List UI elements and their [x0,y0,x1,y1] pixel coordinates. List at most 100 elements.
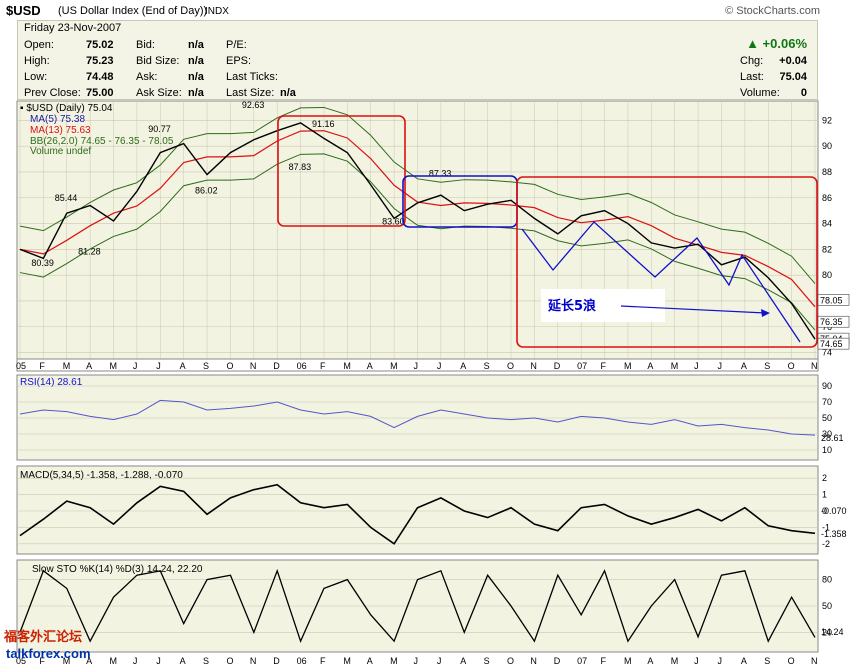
right-label-text: 74.65 [820,339,843,349]
right-label-box [817,294,850,306]
x-tick-label: A [741,656,747,666]
eps-label: EPS: [226,55,252,67]
legend-volume: Volume undef [30,146,91,157]
x-tick-label: O [226,656,233,666]
x-tick-label: J [694,361,699,371]
x-tick-label: M [110,361,118,371]
exchange: INDX [205,6,229,17]
price-annotation: 80.39 [31,258,54,268]
macd-value: -1.358 [821,529,847,539]
x-tick-label: J [717,656,722,666]
bb-lower [19,153,816,331]
sub-tick-label: 0 [822,506,827,516]
price-annotation: 87.33 [429,169,452,179]
x-tick-label: N [530,361,537,371]
bid-size-label: Bid Size: [136,55,180,67]
x-axis-bottom-labels: 05 F M A M J J A S O N D 06 F M A M J J A S O N D 07 F M A M J J A S O N [16,656,818,666]
macd-hist-value: -0.070 [821,506,847,516]
x-axis-top-labels: 05 F M A M J J A S O N D 06 F M A M J J A S O N D 07 F M A M J J A S O N [16,361,818,371]
annotation-arrow [620,305,766,314]
price-tick-label: 90 [822,141,832,151]
x-tick-label: 05 [16,656,26,666]
x-tick-label: A [180,656,186,666]
x-tick-label: A [180,361,186,371]
x-tick-label: J [717,361,722,371]
x-tick-label: 06 [297,361,307,371]
price-line [19,122,816,340]
x-tick-label: M [110,656,118,666]
x-tick-label: M [63,361,71,371]
x-tick-label: J [156,361,161,371]
price-tick-label: 74 [822,348,832,358]
x-tick-label: O [507,361,514,371]
rsi-current: 28.61 [821,433,844,443]
x-tick-label: J [437,361,442,371]
x-tick-label: M [624,361,632,371]
right-label-text: 76.35 [820,317,843,327]
x-tick-label: M [624,656,632,666]
x-tick-label: A [741,361,747,371]
x-tick-label: D [273,361,280,371]
price-tick-label: 88 [822,167,832,177]
x-tick-label: D [554,656,561,666]
x-tick-label: F [320,656,326,666]
sub-tick-label: 70 [822,397,832,407]
ask-size-value: n/a [188,87,204,99]
source-credit: © StockCharts.com [725,5,820,17]
sto-value: 14.24 [821,627,844,637]
x-tick-label: N [250,656,257,666]
x-tick-label: D [273,656,280,666]
x-tick-label: M [390,656,398,666]
x-tick-label: J [414,656,419,666]
bollinger-bands [19,106,816,331]
x-tick-label: M [343,361,351,371]
x-tick-label: A [86,656,92,666]
legend-ma13: MA(13) 75.63 [30,125,91,136]
x-tick-label: F [39,361,45,371]
x-tick-label: O [788,656,795,666]
sub-tick-label: 2 [822,473,827,483]
price-tick-label: 86 [822,193,832,203]
x-tick-label: F [39,656,45,666]
x-tick-label: O [226,361,233,371]
x-tick-label: F [601,361,607,371]
sto-title: Slow STO %K(14) %D(3) 14.24, 22.20 [32,564,203,575]
x-tick-label: 05 [16,361,26,371]
x-tick-label: O [507,656,514,666]
x-tick-label: J [437,656,442,666]
wave5-box [516,176,818,348]
x-tick-label: A [460,361,466,371]
x-tick-label: A [367,361,373,371]
bid-label: Bid: [136,39,155,51]
annotation-bg [541,289,665,322]
annotation-text: 延长5浪 [547,298,596,314]
right-label-box [817,315,850,328]
rsi-line [19,399,816,436]
price-annotation: 91.16 [312,119,335,129]
ma13-line [19,130,816,308]
x-tick-label: A [647,361,653,371]
open-value: 75.02 [86,39,114,51]
last-size-value: n/a [280,87,296,99]
x-tick-label: A [86,361,92,371]
volume-label: Volume: [740,87,780,99]
ask-label: Ask: [136,71,158,83]
x-tick-label: J [694,656,699,666]
sub-tick-label: 10 [822,445,832,455]
x-tick-label: M [390,361,398,371]
x-tick-label: J [156,656,161,666]
x-tick-label: M [671,656,679,666]
x-tick-label: 07 [577,361,587,371]
last-value: 75.04 [779,71,807,83]
sub-tick-label: 50 [822,413,832,423]
price-annotation: 92.63 [242,100,265,110]
ask-value: n/a [188,71,204,83]
sub-tick-label: 20 [822,627,832,637]
macd-panel [16,465,819,555]
elliott-wave-line [521,221,801,343]
sub-tick-label: 90 [822,381,832,391]
price-annotation: 87.83 [289,162,312,172]
price-tick-label: 92 [822,115,832,125]
price-annotation: 83.60 [382,217,405,227]
